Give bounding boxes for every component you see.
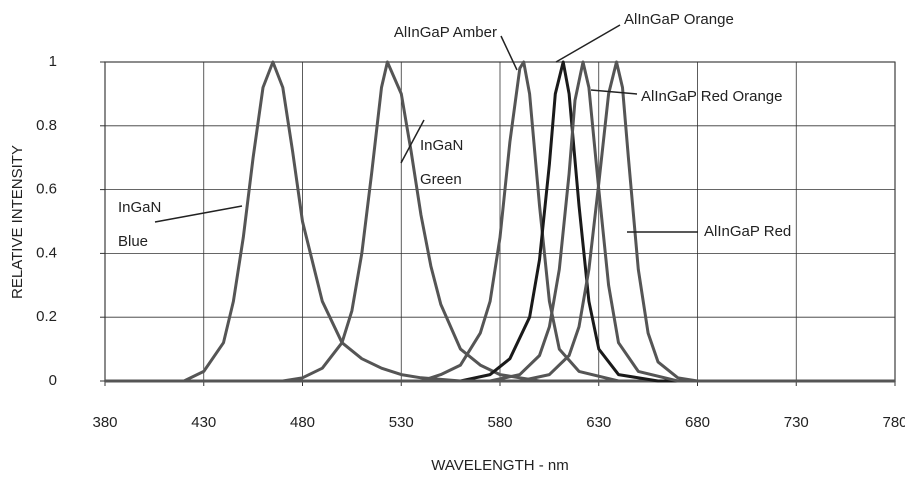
annotation: AlInGaP Red Orange: [641, 88, 782, 105]
leader-line: [154, 205, 243, 223]
y-tick-label: 1: [49, 53, 57, 70]
series-line: [105, 60, 895, 383]
annotation: AlInGaP Red: [704, 223, 791, 240]
y-axis-label: RELATIVE INTENSITY: [9, 145, 26, 299]
x-tick-label: 780: [882, 414, 905, 431]
x-axis-label: WAVELENGTH - nm: [431, 457, 569, 474]
annotation: Green: [420, 171, 462, 188]
leader-line: [400, 119, 425, 164]
annotation: InGaN: [420, 137, 463, 154]
y-tick-label: 0.4: [36, 244, 57, 261]
x-tick-label: 580: [487, 414, 512, 431]
y-tick-label: 0.6: [36, 181, 57, 198]
x-tick-label: 480: [290, 414, 315, 431]
x-tick-label: 530: [389, 414, 414, 431]
x-tick-label: 380: [92, 414, 117, 431]
y-tick-label: 0.8: [36, 117, 57, 134]
series-line: [105, 60, 895, 383]
x-tick-label: 730: [784, 414, 809, 431]
annotation: AlInGaP Amber: [394, 24, 497, 41]
annotation: InGaN: [118, 199, 161, 216]
leader-line: [500, 35, 518, 71]
leader-line: [590, 89, 638, 95]
series-line: [105, 60, 895, 383]
annotation: Blue: [118, 233, 148, 250]
series-line: [105, 60, 895, 383]
annotation: AlInGaP Orange: [624, 11, 734, 28]
leader-line: [555, 24, 621, 63]
x-tick-label: 630: [586, 414, 611, 431]
series-line: [105, 60, 895, 383]
series-line: [105, 60, 895, 383]
x-tick-label: 680: [685, 414, 710, 431]
x-tick-label: 430: [191, 414, 216, 431]
y-tick-label: 0: [49, 372, 57, 389]
y-tick-label: 0.2: [36, 308, 57, 325]
